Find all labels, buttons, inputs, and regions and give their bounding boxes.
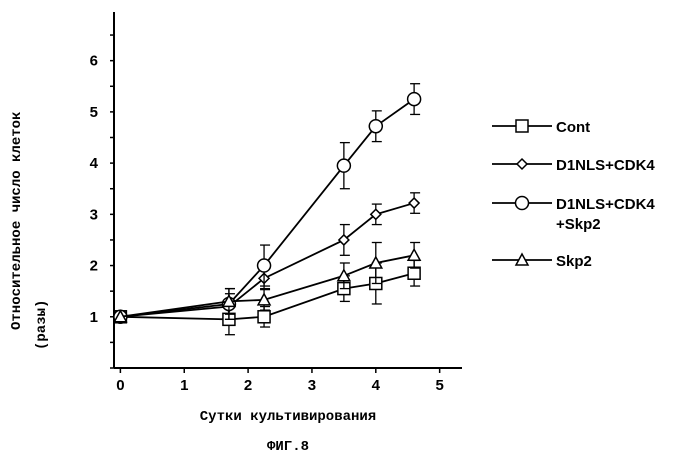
data-point <box>408 267 420 279</box>
y-tick-label: 1 <box>90 309 98 326</box>
data-point <box>408 93 421 106</box>
x-tick-label: 5 <box>435 377 443 394</box>
y-axis-label-line1: Относительное число клеток <box>9 112 25 330</box>
x-axis-label: Сутки культивирования <box>200 409 376 425</box>
ticks: 1 2 3 4 5 6 0 1 2 3 4 5 <box>90 35 444 394</box>
legend-label: D1NLS+CDK4 <box>556 196 655 213</box>
legend-label: D1NLS+CDK4 <box>556 157 655 174</box>
x-tick-label: 2 <box>244 377 252 394</box>
legend-label: Cont <box>556 119 590 136</box>
figure-caption: ФИГ.8 <box>267 439 309 455</box>
y-tick-label: 6 <box>90 53 98 70</box>
y-tick-label: 5 <box>90 104 98 121</box>
data-point <box>409 198 419 208</box>
legend-label: Skp2 <box>556 253 592 270</box>
x-tick-label: 3 <box>308 377 316 394</box>
legend-marker <box>516 120 528 132</box>
legend: Cont D1NLS+CDK4 D1NLS+CDK4 +Skp2 Skp2 <box>492 119 655 270</box>
legend-label: +Skp2 <box>556 216 601 233</box>
data-point <box>337 159 350 172</box>
data-point <box>258 259 271 272</box>
data-point <box>408 249 420 260</box>
legend-item-diamond: D1NLS+CDK4 <box>492 157 655 174</box>
data-point <box>369 120 382 133</box>
data-point <box>258 311 270 323</box>
y-tick-label: 3 <box>90 206 98 223</box>
legend-item-circle: D1NLS+CDK4 +Skp2 <box>492 196 655 233</box>
series-group <box>114 84 421 335</box>
legend-marker <box>517 159 527 169</box>
x-tick-label: 4 <box>372 377 381 394</box>
legend-marker <box>516 197 529 210</box>
legend-item-triangle: Skp2 <box>492 253 592 270</box>
x-tick-label: 1 <box>180 377 188 394</box>
y-axis-label-line2: (разы) <box>34 300 50 350</box>
axes <box>114 12 462 368</box>
x-tick-label: 0 <box>116 377 124 394</box>
y-tick-label: 4 <box>90 155 99 172</box>
legend-item-square: Cont <box>492 119 590 136</box>
y-tick-label: 2 <box>90 258 98 275</box>
